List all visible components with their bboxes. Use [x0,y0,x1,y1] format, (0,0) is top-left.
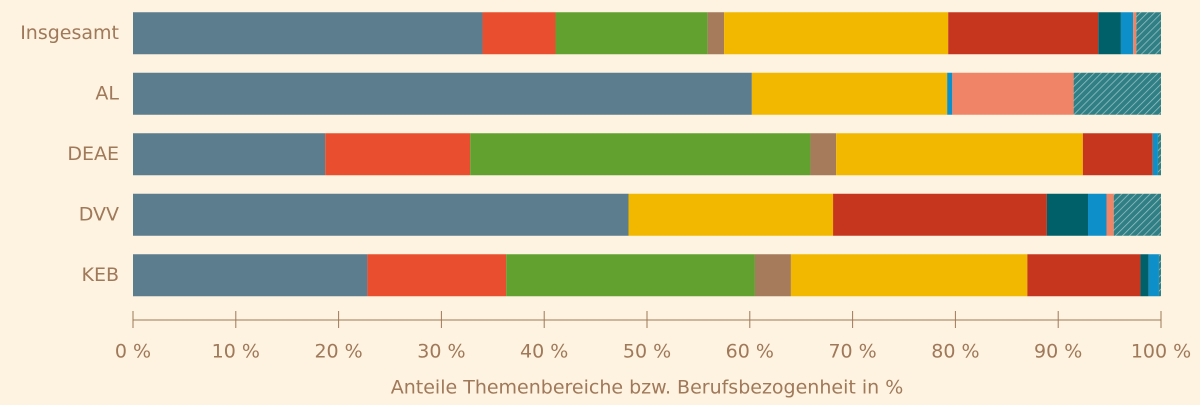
bar-segment [1140,254,1149,297]
y-tick-label: KEB [82,264,120,286]
bar-segment [790,254,1028,297]
bar-segment [810,133,837,176]
x-tick-label: 90 % [1034,341,1082,363]
bar-segment [1027,254,1141,297]
bar-segment [482,12,556,55]
x-tick-label: 100 % [1131,341,1191,363]
bar-segment [1106,193,1114,236]
bar-segment [948,12,1099,55]
x-tick-label: 40 % [520,341,568,363]
bar-segment [1088,193,1107,236]
bar-segment [833,193,1047,236]
bar-segment [1152,133,1158,176]
bar-segment [133,193,629,236]
bar-segment [724,12,949,55]
bar-segment [707,12,725,55]
bar-segment [1113,193,1161,236]
bar-segment [1082,133,1153,176]
bar-segment [952,72,1074,115]
y-tick-label: DVV [79,203,119,225]
bar-segment [751,72,948,115]
y-tick-label: AL [95,82,119,104]
x-tick-label: 30 % [417,341,465,363]
bar-segment [133,133,326,176]
bar-segment [628,193,834,236]
bar-segment [1073,72,1161,115]
bar-segment [1133,12,1137,55]
x-tick-label: 70 % [828,341,876,363]
y-tick-label: Insgesamt [20,22,119,44]
y-tick-label: DEAE [67,143,119,165]
bar-segment [1157,133,1161,176]
x-tick-label: 20 % [314,341,362,363]
bar-segment [325,133,471,176]
x-tick-label: 50 % [623,341,671,363]
bar-segment [1136,12,1161,55]
bar-segment [1148,254,1159,297]
bar-segment [1158,254,1161,297]
bar-segment [836,133,1083,176]
bar-segment [1098,12,1121,55]
bar-segment [947,72,953,115]
bar-segment [133,12,483,55]
x-tick-label: 0 % [115,341,151,363]
bar-segment [555,12,708,55]
bar-segment [470,133,811,176]
bar-segment [367,254,507,297]
x-axis-label: Anteile Themenbereiche bzw. Berufsbezoge… [391,377,904,399]
bar-segment [133,254,368,297]
x-tick-label: 80 % [931,341,979,363]
x-tick-label: 60 % [726,341,774,363]
bar-segment [133,72,752,115]
bar-segment [1120,12,1134,55]
bar-segment [754,254,791,297]
x-tick-label: 10 % [212,341,260,363]
bar-segment [506,254,755,297]
bar-segment [1046,193,1089,236]
